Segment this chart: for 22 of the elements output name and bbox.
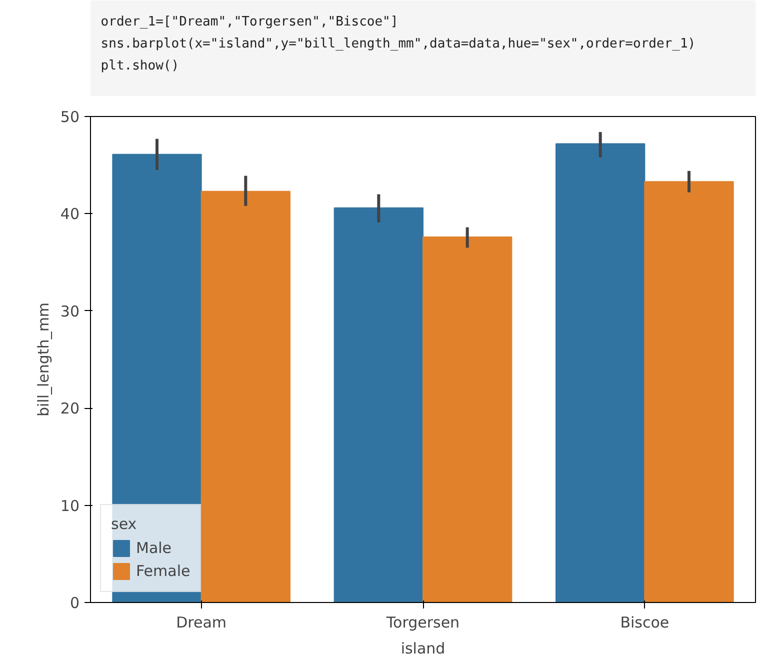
bar: [644, 181, 734, 602]
bar: [422, 236, 512, 602]
y-tick-label: 0: [70, 594, 80, 612]
x-tick-label: Torgersen: [385, 614, 460, 632]
y-axis-title: bill_length_mm: [34, 302, 52, 417]
legend-title: sex: [111, 515, 138, 533]
y-tick-label: 30: [60, 302, 80, 320]
y-tick-label: 40: [60, 205, 80, 224]
text: order_1=["Dream","Torgersen","Biscoe"]: [100, 14, 398, 30]
x-axis-title: island: [400, 640, 446, 658]
legend-label: Female: [136, 562, 190, 580]
bar: [200, 190, 290, 602]
y-tick-label: 10: [60, 496, 80, 515]
text: plt.show(): [100, 58, 180, 74]
x-tick-label: Dream: [176, 614, 227, 632]
y-tick-label: 20: [60, 400, 80, 418]
x-tick-label: Biscoe: [620, 614, 670, 632]
bar: [334, 207, 424, 602]
legend-label: Male: [136, 539, 172, 557]
text: sns.barplot(x="island",y="bill_length_mm",data=data,hue="sex",order=order_1): [100, 36, 696, 52]
bar: [556, 143, 646, 602]
y-tick-label: 50: [60, 108, 80, 126]
